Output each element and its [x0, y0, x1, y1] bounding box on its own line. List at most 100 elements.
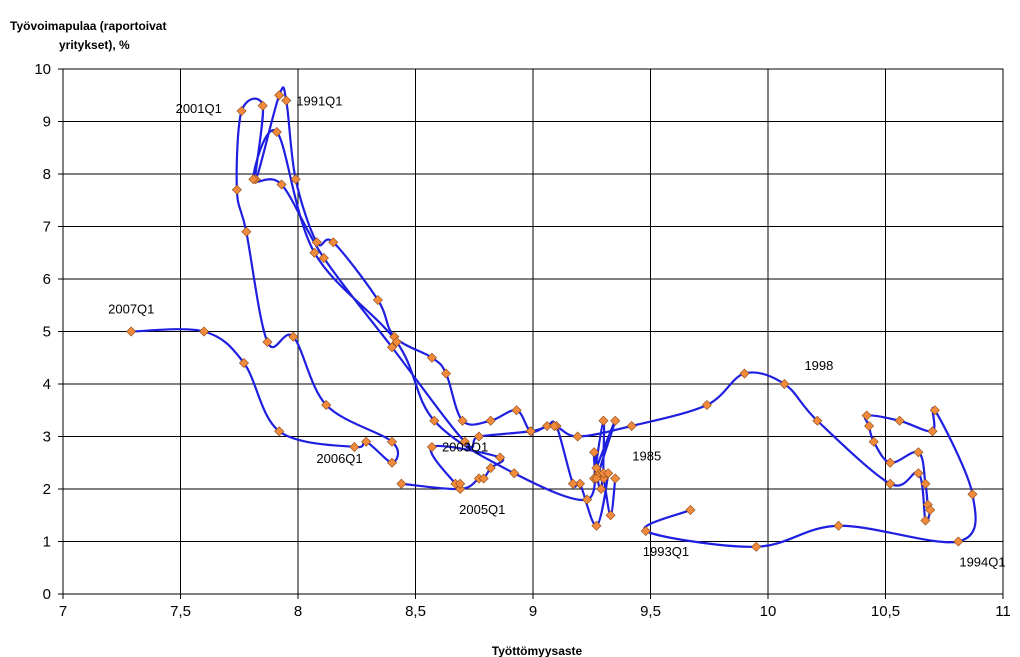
data-point-marker	[925, 504, 936, 516]
data-point-marker	[589, 447, 600, 458]
data-point-marker	[567, 478, 578, 489]
x-tick-label: 11	[995, 603, 1011, 620]
data-point-marker	[236, 105, 247, 117]
data-point-marker	[455, 478, 466, 489]
data-point-marker	[894, 415, 905, 426]
data-point-marker	[640, 525, 651, 537]
data-point-marker	[509, 468, 520, 479]
data-point-marker	[779, 378, 790, 390]
annotation-label: 1994Q1	[959, 555, 1005, 570]
y-tick-label: 0	[43, 586, 51, 603]
data-point-marker	[868, 436, 879, 447]
data-point-marker	[913, 447, 924, 458]
x-tick-label: 10	[760, 603, 777, 620]
data-point-marker	[238, 357, 249, 369]
data-point-marker	[248, 174, 259, 185]
y-axis-title-line-1: Työvoimapulaa (raportoivat	[10, 19, 166, 33]
y-tick-label: 1	[43, 534, 51, 551]
data-point-marker	[739, 368, 750, 379]
data-point-marker	[953, 536, 964, 547]
data-point-marker	[495, 452, 506, 463]
data-point-marker	[605, 510, 616, 521]
data-point-marker	[459, 436, 470, 447]
data-point-marker	[372, 294, 383, 306]
data-point-marker	[126, 326, 137, 337]
data-point-marker	[321, 399, 332, 411]
data-point-marker	[603, 468, 614, 479]
data-point-marker	[920, 478, 931, 489]
data-point-marker	[920, 515, 931, 526]
data-point-marker	[598, 415, 609, 426]
data-point-marker	[929, 405, 940, 416]
data-point-marker	[328, 237, 339, 248]
x-tick-label: 9	[529, 603, 537, 620]
data-point-marker	[318, 252, 329, 264]
data-point-marker	[610, 415, 621, 426]
data-point-marker	[885, 478, 896, 489]
data-point-marker	[311, 237, 322, 248]
x-tick-label: 8	[294, 603, 302, 620]
data-point-marker	[598, 473, 609, 484]
data-point-marker	[542, 420, 553, 432]
data-point-marker	[391, 336, 402, 348]
x-tick-label: 9,5	[640, 603, 661, 620]
data-point-marker	[596, 483, 607, 495]
data-point-marker	[701, 399, 712, 411]
series-lines	[131, 86, 977, 548]
data-point-marker	[271, 126, 282, 138]
annotation-label: 1998	[804, 358, 833, 373]
data-point-marker	[426, 352, 437, 363]
data-point-marker	[572, 431, 583, 442]
x-tick-label: 7	[59, 603, 67, 620]
data-point-marker	[591, 473, 602, 484]
data-point-marker	[812, 415, 823, 426]
data-point-marker	[457, 415, 468, 426]
data-point-marker	[473, 431, 484, 442]
gridlines	[62, 68, 1004, 595]
annotation-label: 2007Q1	[108, 302, 154, 317]
annotations: 2007Q1 2001Q1 1991Q1 1998 2003Q1 2006Q1 1985 20…	[108, 94, 1005, 570]
y-tick-label: 2	[43, 481, 51, 498]
data-point-marker	[927, 426, 938, 437]
annotation-label: 1991Q1	[296, 94, 342, 109]
data-point-marker	[386, 457, 398, 468]
annotation-label: 2003Q1	[442, 440, 488, 455]
y-tick-label: 5	[43, 324, 51, 341]
data-point-marker	[455, 483, 466, 495]
data-point-marker	[386, 342, 398, 353]
y-tick-label: 6	[43, 271, 51, 288]
data-point-marker	[198, 326, 210, 337]
x-tick-label: 10,5	[871, 603, 900, 620]
data-point-marker	[396, 478, 407, 489]
annotation-label: 1985	[632, 449, 661, 464]
data-point-marker	[262, 336, 273, 348]
data-point-marker	[610, 473, 621, 484]
annotation-label: 1993Q1	[643, 544, 689, 559]
y-tick-label: 10	[34, 61, 51, 78]
data-point-marker	[361, 436, 372, 447]
data-point-marker	[685, 504, 696, 516]
data-point-marker	[349, 441, 360, 453]
data-point-marker	[574, 478, 586, 489]
data-point-marker	[751, 541, 762, 552]
y-tick-label: 3	[43, 429, 51, 446]
data-point-marker	[861, 410, 872, 421]
data-point-marker	[485, 415, 496, 426]
data-point-marker	[511, 405, 522, 416]
series-markers	[126, 90, 978, 552]
data-point-marker	[626, 420, 637, 432]
data-point-marker	[549, 420, 560, 432]
data-point-marker	[257, 100, 268, 111]
data-point-marker	[591, 462, 602, 474]
data-point-marker	[429, 415, 440, 426]
data-point-marker	[386, 436, 398, 447]
data-point-marker	[478, 473, 489, 484]
data-point-marker	[885, 457, 896, 468]
data-point-marker	[288, 331, 299, 342]
data-point-marker	[525, 426, 536, 437]
data-point-marker	[582, 494, 593, 505]
data-point-marker	[241, 226, 252, 237]
data-point-marker	[274, 90, 285, 101]
y-tick-label: 7	[43, 219, 51, 236]
